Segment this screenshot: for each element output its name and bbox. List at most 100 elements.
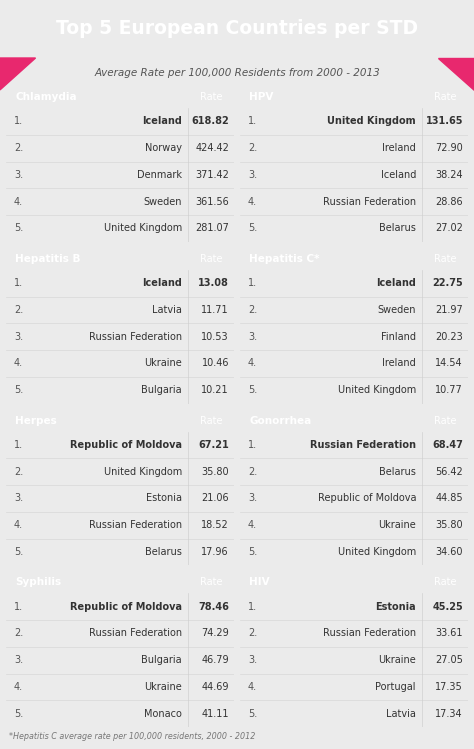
Text: Chlamydia: Chlamydia [15, 92, 77, 102]
Text: 5.: 5. [14, 223, 23, 234]
Text: United Kingdom: United Kingdom [338, 547, 416, 557]
Text: United Kingdom: United Kingdom [338, 385, 416, 395]
Text: 27.02: 27.02 [435, 223, 463, 234]
Text: Top 5 European Countries per STD: Top 5 European Countries per STD [56, 19, 418, 38]
Text: 5.: 5. [248, 547, 257, 557]
Text: Hepatitis C*: Hepatitis C* [249, 254, 319, 264]
Text: 45.25: 45.25 [432, 601, 463, 612]
Text: Denmark: Denmark [137, 170, 182, 180]
Text: Latvia: Latvia [152, 305, 182, 315]
Text: Ukraine: Ukraine [378, 655, 416, 665]
Text: Gonorrhea: Gonorrhea [249, 416, 311, 425]
Text: 361.56: 361.56 [195, 197, 229, 207]
Text: 4.: 4. [14, 682, 23, 692]
Text: Belarus: Belarus [379, 223, 416, 234]
Text: 131.65: 131.65 [426, 116, 463, 127]
Text: Rate: Rate [200, 577, 222, 587]
Text: Ukraine: Ukraine [144, 682, 182, 692]
Text: 44.69: 44.69 [201, 682, 229, 692]
Text: 21.06: 21.06 [201, 494, 229, 503]
Text: 3.: 3. [248, 655, 257, 665]
Text: Ireland: Ireland [382, 358, 416, 369]
Text: Iceland: Iceland [381, 170, 416, 180]
Text: 4.: 4. [248, 358, 257, 369]
Text: 4.: 4. [14, 197, 23, 207]
Text: Rate: Rate [200, 254, 222, 264]
Text: Ukraine: Ukraine [144, 358, 182, 369]
Text: 10.46: 10.46 [201, 358, 229, 369]
Text: 27.05: 27.05 [435, 655, 463, 665]
Text: 5.: 5. [14, 547, 23, 557]
Text: 5.: 5. [248, 385, 257, 395]
Text: 4.: 4. [248, 682, 257, 692]
Text: 17.96: 17.96 [201, 547, 229, 557]
Text: 5.: 5. [14, 709, 23, 718]
Text: Iceland: Iceland [142, 116, 182, 127]
Text: Republic of Moldova: Republic of Moldova [70, 440, 182, 450]
Text: 10.53: 10.53 [201, 332, 229, 342]
Text: 1.: 1. [14, 278, 23, 288]
Text: 3.: 3. [248, 170, 257, 180]
Text: 4.: 4. [248, 197, 257, 207]
Text: United Kingdom: United Kingdom [104, 467, 182, 476]
Text: Rate: Rate [434, 577, 456, 587]
Text: 46.79: 46.79 [201, 655, 229, 665]
Text: 10.77: 10.77 [435, 385, 463, 395]
Text: Rate: Rate [200, 92, 222, 102]
Text: 56.42: 56.42 [435, 467, 463, 476]
Text: 68.47: 68.47 [432, 440, 463, 450]
Text: Latvia: Latvia [386, 709, 416, 718]
Text: Rate: Rate [434, 92, 456, 102]
Text: 1.: 1. [248, 278, 257, 288]
Text: 14.54: 14.54 [436, 358, 463, 369]
Text: 1.: 1. [14, 601, 23, 612]
Text: 2.: 2. [14, 628, 23, 638]
Text: Russian Federation: Russian Federation [89, 332, 182, 342]
Text: 33.61: 33.61 [436, 628, 463, 638]
Text: 13.08: 13.08 [198, 278, 229, 288]
Polygon shape [0, 58, 36, 90]
Text: Republic of Moldova: Republic of Moldova [318, 494, 416, 503]
Text: 2.: 2. [248, 143, 257, 153]
Text: Iceland: Iceland [376, 278, 416, 288]
Text: 2.: 2. [248, 628, 257, 638]
Text: 424.42: 424.42 [195, 143, 229, 153]
Text: 3.: 3. [14, 170, 23, 180]
Text: Rate: Rate [200, 416, 222, 425]
Text: 34.60: 34.60 [436, 547, 463, 557]
Text: Russian Federation: Russian Federation [89, 520, 182, 530]
Text: 1.: 1. [248, 601, 257, 612]
Text: Finland: Finland [381, 332, 416, 342]
Text: Hepatitis B: Hepatitis B [15, 254, 81, 264]
Text: 38.24: 38.24 [436, 170, 463, 180]
Text: Sweden: Sweden [377, 305, 416, 315]
Text: Herpes: Herpes [15, 416, 57, 425]
Text: 2.: 2. [14, 143, 23, 153]
Text: Russian Federation: Russian Federation [310, 440, 416, 450]
Text: 5.: 5. [14, 385, 23, 395]
Text: Monaco: Monaco [144, 709, 182, 718]
Text: 3.: 3. [14, 494, 23, 503]
Text: Belarus: Belarus [145, 547, 182, 557]
Text: 22.75: 22.75 [432, 278, 463, 288]
Text: *Hepatitis C average rate per 100,000 residents, 2000 - 2012: *Hepatitis C average rate per 100,000 re… [9, 733, 256, 742]
Text: 1.: 1. [248, 440, 257, 450]
Text: 10.21: 10.21 [201, 385, 229, 395]
Text: 2.: 2. [248, 305, 257, 315]
Text: 72.90: 72.90 [435, 143, 463, 153]
Text: Portugal: Portugal [375, 682, 416, 692]
Text: 74.29: 74.29 [201, 628, 229, 638]
Polygon shape [438, 58, 474, 90]
Text: 618.82: 618.82 [191, 116, 229, 127]
Text: United Kingdom: United Kingdom [104, 223, 182, 234]
Text: 3.: 3. [14, 655, 23, 665]
Text: 4.: 4. [14, 520, 23, 530]
Text: Republic of Moldova: Republic of Moldova [70, 601, 182, 612]
Text: Rate: Rate [434, 416, 456, 425]
Text: 20.23: 20.23 [435, 332, 463, 342]
Text: Average Rate per 100,000 Residents from 2000 - 2013: Average Rate per 100,000 Residents from … [94, 68, 380, 79]
Text: 3.: 3. [248, 494, 257, 503]
Text: 17.35: 17.35 [435, 682, 463, 692]
Text: Ireland: Ireland [382, 143, 416, 153]
Text: 3.: 3. [248, 332, 257, 342]
